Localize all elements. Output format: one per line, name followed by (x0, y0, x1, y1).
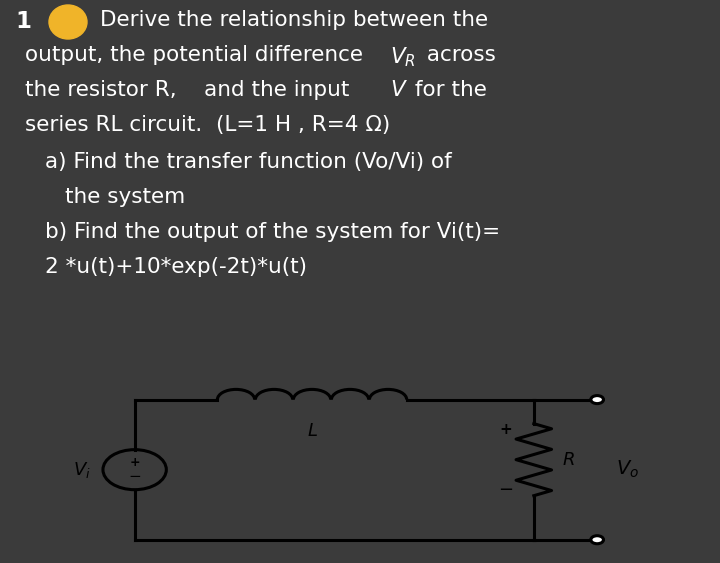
Text: $V_R$: $V_R$ (390, 45, 415, 69)
Circle shape (591, 536, 603, 544)
Text: L: L (307, 422, 317, 440)
Text: −: − (498, 481, 513, 499)
Text: for the: for the (408, 80, 487, 100)
Text: series RL circuit.  (L=1 H , R=4 Ω): series RL circuit. (L=1 H , R=4 Ω) (25, 115, 390, 135)
Text: R: R (562, 450, 575, 468)
Text: the resistor R,    and the input: the resistor R, and the input (25, 80, 356, 100)
Text: $\mathit{V_o}$: $\mathit{V_o}$ (616, 459, 639, 480)
Text: the system: the system (65, 187, 185, 207)
Text: 2 *u(t)+10*exp(-2t)*u(t): 2 *u(t)+10*exp(-2t)*u(t) (45, 257, 307, 277)
Text: a) Find the transfer function (Vo/Vi) of: a) Find the transfer function (Vo/Vi) of (45, 152, 451, 172)
Text: output, the potential difference: output, the potential difference (25, 45, 377, 65)
Text: across: across (420, 45, 496, 65)
Text: $\mathit{V_i}$: $\mathit{V_i}$ (73, 459, 90, 480)
Text: b) Find the output of the system for Vi(t)=: b) Find the output of the system for Vi(… (45, 222, 500, 242)
Circle shape (591, 396, 603, 404)
Text: +: + (499, 422, 512, 437)
Text: Derive the relationship between the: Derive the relationship between the (100, 10, 488, 30)
Text: 1: 1 (15, 10, 31, 33)
Ellipse shape (49, 5, 87, 39)
Text: −: − (128, 470, 141, 484)
Text: +: + (130, 456, 140, 469)
Text: $V$: $V$ (390, 80, 408, 100)
